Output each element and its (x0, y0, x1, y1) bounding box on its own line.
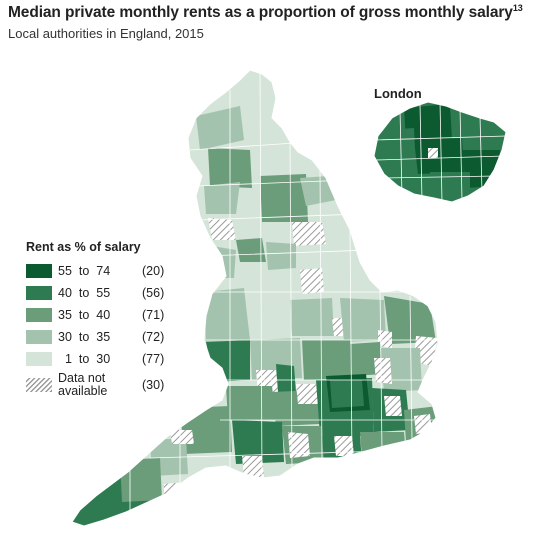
region (226, 386, 276, 420)
legend-swatch-hatched (26, 378, 52, 392)
legend-title: Rent as % of salary (26, 240, 141, 254)
region (302, 340, 352, 380)
legend-swatch (26, 286, 52, 300)
na-borough (428, 148, 438, 158)
region (212, 246, 236, 278)
region (204, 288, 250, 342)
region (120, 458, 162, 502)
legend-count: (20) (142, 264, 165, 278)
legend-item: 40 to 55 (56) (26, 282, 164, 304)
na-region (414, 414, 432, 434)
legend-count: (71) (142, 308, 165, 322)
legend-count: (30) (142, 378, 165, 392)
legend-item: 30 to 35 (72) (26, 326, 164, 348)
na-region (242, 456, 264, 478)
legend-count: (77) (142, 352, 165, 366)
legend-swatch (26, 330, 52, 344)
region (290, 298, 334, 336)
region (236, 238, 266, 262)
region (340, 298, 386, 342)
na-region (170, 430, 194, 444)
borough (380, 128, 416, 174)
region (330, 380, 364, 408)
na-region (164, 482, 188, 502)
region (206, 340, 250, 382)
london-inset-label: London (374, 86, 422, 101)
legend-item: 55 to 74 (20) (26, 260, 164, 282)
legend-count: (56) (142, 286, 165, 300)
na-region (374, 358, 392, 384)
legend-range: 35 to 40 (58, 308, 111, 322)
legend-swatch (26, 308, 52, 322)
region (276, 364, 296, 392)
district-boundaries (129, 70, 438, 520)
region (246, 292, 290, 334)
legend: Rent as % of salary 55 to 74 (20) 40 to … (26, 240, 164, 400)
na-region (300, 268, 324, 294)
na-region (288, 432, 310, 458)
legend-item: 35 to 40 (71) (26, 304, 164, 326)
legend-na-label: Data not available (58, 371, 108, 398)
na-region (384, 396, 402, 416)
legend-swatch (26, 352, 52, 366)
region (266, 242, 296, 270)
legend-swatch (26, 264, 52, 278)
na-region (208, 218, 236, 240)
region (260, 174, 308, 222)
na-region (292, 222, 326, 246)
region (360, 432, 406, 458)
legend-count: (72) (142, 330, 165, 344)
footnote-marker: 13 (512, 3, 523, 13)
chart-title: Median private monthly rents as a propor… (8, 3, 523, 22)
legend-range: 30 to 35 (58, 330, 111, 344)
legend-item-na: Data not available (30) (26, 370, 164, 400)
borough-boundaries (374, 102, 506, 202)
region (232, 420, 284, 464)
na-region (378, 330, 392, 348)
na-region (296, 384, 318, 404)
legend-range: 55 to 74 (58, 264, 111, 278)
legend-item: 1 to 30 (77) (26, 348, 164, 370)
borough (414, 138, 464, 174)
region (196, 106, 244, 150)
legend-range: 1 to 30 (64, 352, 111, 366)
region (300, 176, 336, 206)
region (204, 182, 240, 214)
legend-range: 40 to 55 (58, 286, 111, 300)
borough (430, 172, 470, 202)
chart-subtitle: Local authorities in England, 2015 (8, 26, 204, 41)
na-region (334, 436, 354, 456)
